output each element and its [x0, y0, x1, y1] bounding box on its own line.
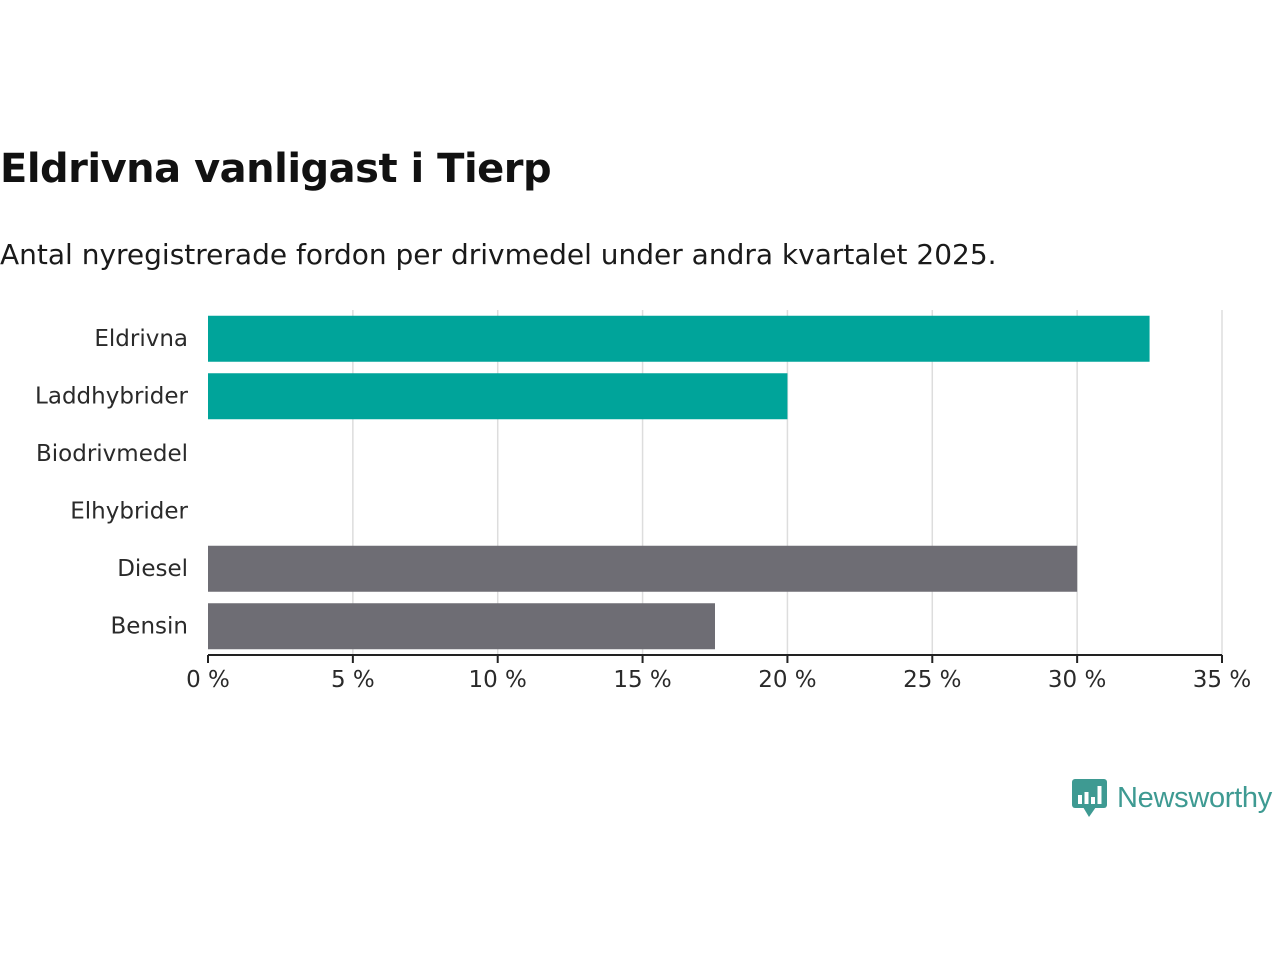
category-label: Eldrivna: [94, 326, 188, 352]
brand-name: Newsworthy: [1117, 781, 1272, 814]
category-label: Bensin: [111, 613, 188, 639]
bar-laddhybrider: [208, 373, 788, 420]
x-tick-label: 30 %: [1048, 667, 1106, 693]
bar-chart-bubble-icon: [1072, 779, 1107, 817]
x-axis: 0 % 5 % 10 % 15 % 20 % 25 % 30 % 35 %: [186, 654, 1251, 693]
x-tick-label: 10 %: [468, 667, 526, 693]
category-label: Laddhybrider: [35, 383, 188, 409]
x-tick-label: 35 %: [1193, 667, 1251, 693]
chart-subtitle: Antal nyregistrerade fordon per drivmede…: [0, 238, 997, 271]
bar-chart: Eldrivna Laddhybrider Biodrivmedel Elhybrid…: [35, 310, 1251, 693]
category-label: Diesel: [117, 556, 188, 582]
x-tick-label: 15 %: [613, 667, 671, 693]
bar-bensin: [208, 603, 715, 650]
x-tick-label: 0 %: [186, 667, 230, 693]
chart-title: Eldrivna vanligast i Tierp: [0, 146, 552, 192]
category-label: Elhybrider: [70, 498, 188, 524]
grid-lines: [352, 310, 1223, 655]
category-labels: Eldrivna Laddhybrider Biodrivmedel Elhybrid…: [35, 326, 188, 640]
bar-eldrivna: [208, 315, 1150, 362]
x-tick-label: 5 %: [331, 667, 375, 693]
x-tick-label: 25 %: [903, 667, 961, 693]
newsworthy-logo: Newsworthy: [1072, 776, 1272, 820]
category-label: Biodrivmedel: [36, 441, 188, 467]
bar-diesel: [208, 545, 1078, 592]
x-tick-label: 20 %: [758, 667, 816, 693]
bars: [208, 315, 1150, 650]
